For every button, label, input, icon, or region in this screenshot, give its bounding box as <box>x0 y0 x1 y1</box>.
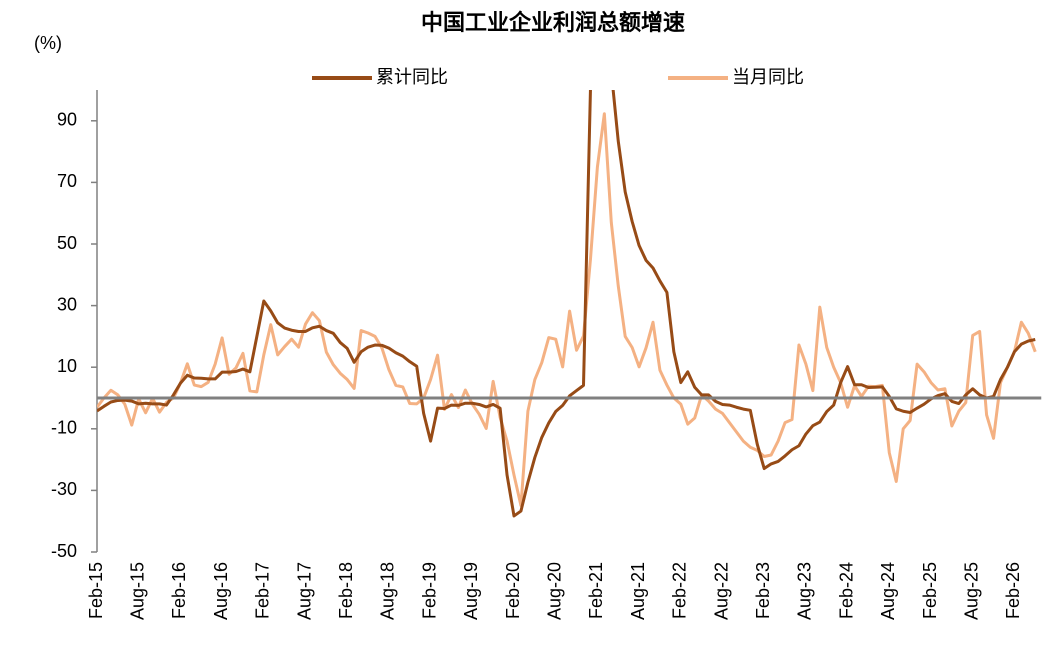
chart-title: 中国工业企业利润总额增速 <box>421 10 685 35</box>
x-tick-label: Aug-15 <box>127 562 147 620</box>
legend-label: 当月同比 <box>732 67 804 87</box>
plot-area <box>97 90 1037 518</box>
y-unit: (%) <box>34 33 62 53</box>
x-tick-label: Aug-20 <box>544 562 564 620</box>
y-tick-label: 10 <box>57 356 77 376</box>
x-tick-label: Aug-23 <box>795 562 815 620</box>
x-tick-label: Aug-21 <box>628 562 648 620</box>
x-tick-label: Aug-25 <box>961 562 981 620</box>
x-tick-label: Aug-17 <box>294 562 314 620</box>
x-tick-label: Aug-16 <box>211 562 231 620</box>
x-tick-label: Feb-25 <box>920 562 940 619</box>
legend-label: 累计同比 <box>376 67 448 87</box>
y-tick-label: 90 <box>57 110 77 130</box>
y-tick-label: 70 <box>57 171 77 191</box>
x-tick-label: Feb-21 <box>586 562 606 619</box>
x-tick-label: Feb-24 <box>836 562 856 619</box>
series-line <box>97 90 1036 518</box>
x-tick-label: Feb-26 <box>1003 562 1023 619</box>
x-tick-label: Feb-18 <box>336 562 356 619</box>
x-tick-label: Feb-17 <box>253 562 273 619</box>
x-tick-label: Feb-19 <box>419 562 439 619</box>
x-tick-label: Feb-22 <box>670 562 690 619</box>
x-tick-label: Aug-18 <box>378 562 398 620</box>
x-tick-label: Aug-24 <box>878 562 898 620</box>
y-tick-label: -30 <box>51 479 77 499</box>
x-tick-label: Aug-22 <box>711 562 731 620</box>
x-tick-label: Aug-19 <box>461 562 481 620</box>
y-tick-label: -50 <box>51 541 77 561</box>
x-tick-label: Feb-16 <box>169 562 189 619</box>
x-tick-label: Feb-20 <box>503 562 523 619</box>
y-tick-label: 30 <box>57 294 77 314</box>
y-tick-label: 50 <box>57 233 77 253</box>
series-line <box>97 112 1037 507</box>
y-tick-label: -10 <box>51 418 77 438</box>
x-tick-label: Feb-23 <box>753 562 773 619</box>
x-tick-label: Feb-15 <box>86 562 106 619</box>
